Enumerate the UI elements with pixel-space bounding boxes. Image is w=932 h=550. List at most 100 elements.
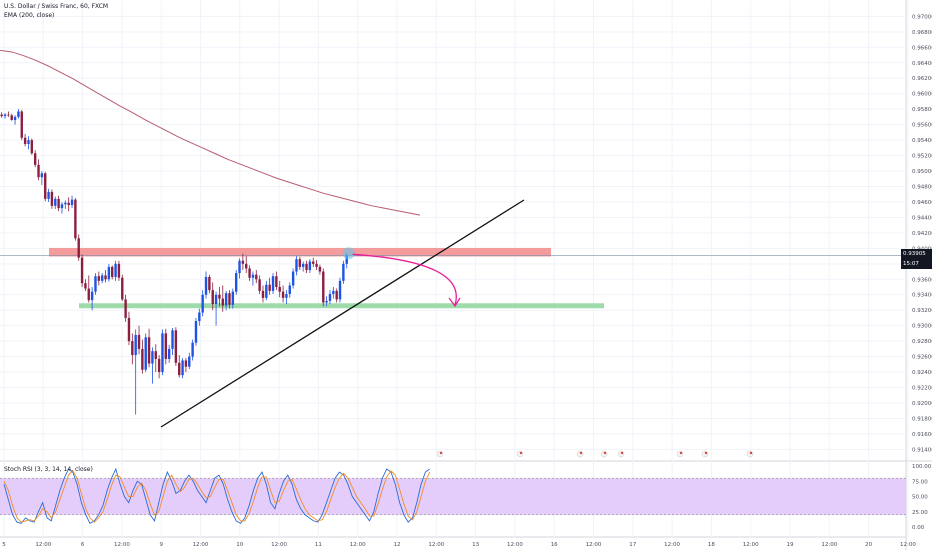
- candle-body: [255, 274, 258, 280]
- symbol-title: U.S. Dollar / Swiss Franc, 60, FXCM: [4, 3, 109, 10]
- candle-body: [44, 173, 47, 199]
- candle-body: [154, 351, 157, 359]
- candle-body: [251, 274, 255, 278]
- economic-event-icon: [436, 450, 444, 458]
- candle-body: [70, 199, 74, 206]
- candle-body: [228, 293, 231, 305]
- candle-body: [295, 259, 298, 272]
- stoch-rsi-pane: [0, 467, 906, 524]
- candle-body: [17, 111, 20, 117]
- price-pane: [0, 49, 906, 458]
- candle-body: [131, 341, 134, 356]
- candle-body: [54, 198, 57, 206]
- candle-body: [211, 290, 214, 305]
- candle-body: [335, 290, 338, 300]
- candle-body: [261, 290, 265, 298]
- candle-body: [174, 330, 178, 363]
- stoch-y-tick-label: 100.00: [912, 464, 932, 470]
- ascending-trendline: [160, 199, 525, 428]
- candle-body: [208, 276, 211, 291]
- candle-body: [345, 255, 348, 264]
- x-tick-label: 12:00: [350, 542, 366, 548]
- candle-body: [97, 276, 101, 281]
- candle-body: [275, 276, 278, 288]
- candle-body: [221, 298, 224, 306]
- x-tick-label: 12:00: [900, 542, 916, 548]
- candle-body: [13, 116, 17, 120]
- candle-body: [325, 300, 328, 303]
- candle-body: [224, 293, 228, 306]
- candle-body: [60, 204, 64, 209]
- x-tick-label: 12:00: [664, 542, 680, 548]
- x-tick-label: 12:00: [428, 542, 444, 548]
- candle-body: [10, 115, 13, 120]
- candle-body: [291, 271, 295, 286]
- candle-body: [248, 268, 251, 278]
- candle-body: [214, 294, 218, 305]
- x-tick-label: 5: [2, 542, 6, 548]
- candle-body: [23, 137, 27, 144]
- candle-body: [258, 279, 261, 291]
- candle-body: [104, 275, 107, 280]
- economic-event-icon: [600, 450, 608, 458]
- candle-body: [194, 321, 198, 343]
- candle-body: [312, 261, 315, 264]
- candle-body: [64, 202, 67, 205]
- candle-body: [90, 291, 94, 301]
- candle-body: [332, 290, 335, 294]
- candle-body: [157, 358, 161, 373]
- candle-body: [204, 276, 208, 295]
- candle-body: [37, 164, 40, 178]
- candle-body: [288, 285, 291, 294]
- candle-body: [127, 317, 131, 342]
- candle-body: [201, 294, 204, 313]
- candle-body: [27, 140, 30, 144]
- countdown-tag: 15:07: [901, 259, 932, 269]
- economic-event-icon: [516, 450, 524, 458]
- candle-body: [100, 275, 104, 281]
- candle-body: [241, 260, 245, 264]
- candle-body: [121, 277, 124, 300]
- economic-event-icon: [617, 450, 625, 458]
- candle-body: [50, 191, 54, 206]
- candle-body: [218, 294, 221, 299]
- projection-arrow: [352, 253, 457, 306]
- candle-body: [80, 257, 84, 284]
- candle-body: [238, 260, 241, 274]
- x-tick-label: 12:00: [193, 542, 209, 548]
- stoch-rsi-label: Stoch RSI (3, 3, 14, 14, close): [4, 466, 93, 473]
- candle-body: [318, 266, 322, 272]
- candle-body: [117, 263, 121, 278]
- ema-200-line: [0, 49, 421, 216]
- candle-body: [20, 111, 23, 138]
- candle-body: [315, 263, 318, 267]
- candle-body: [265, 284, 268, 298]
- candle-body: [198, 312, 201, 322]
- candle-body: [164, 333, 168, 359]
- x-tick-label: 12:00: [743, 542, 759, 548]
- candle-body: [184, 360, 188, 367]
- economic-event-icon: [746, 450, 754, 458]
- economic-event-icon: [676, 450, 684, 458]
- candle-body: [285, 293, 288, 298]
- candle-body: [141, 348, 144, 370]
- x-tick-label: 12:00: [507, 542, 523, 548]
